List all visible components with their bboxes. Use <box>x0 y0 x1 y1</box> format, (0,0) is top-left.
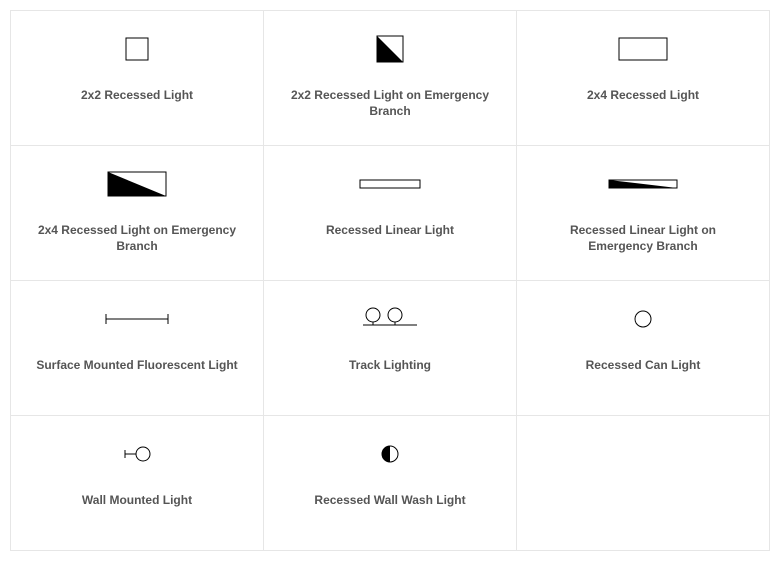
legend-label: Recessed Linear Light <box>326 222 454 238</box>
legend-cell: Track Lighting <box>264 281 517 416</box>
circle-stem-icon <box>121 430 154 478</box>
legend-label: Wall Mounted Light <box>82 492 192 508</box>
legend-label: 2x2 Recessed Light <box>81 87 193 103</box>
rect-2x4-half-diag-icon <box>104 160 170 208</box>
legend-cell: Recessed Linear Light <box>264 146 517 281</box>
rect-2x4-icon <box>615 25 671 73</box>
legend-cell: 2x4 Recessed Light <box>517 11 770 146</box>
legend-cell: Recessed Can Light <box>517 281 770 416</box>
rect-linear-icon <box>356 160 424 208</box>
legend-label: 2x4 Recessed Light on Emergency Branch <box>32 222 242 254</box>
legend-cell: Surface Mounted Fluorescent Light <box>11 281 264 416</box>
square-half-diag-icon <box>373 25 407 73</box>
lighting-legend-grid: 2x2 Recessed Light 2x2 Recessed Light on … <box>10 10 770 551</box>
legend-label: Recessed Linear Light on Emergency Branc… <box>538 222 748 254</box>
legend-cell: Recessed Linear Light on Emergency Branc… <box>517 146 770 281</box>
legend-cell: 2x4 Recessed Light on Emergency Branch <box>11 146 264 281</box>
circle-open-icon <box>631 295 655 343</box>
rect-linear-half-icon <box>605 160 681 208</box>
track-two-circles-icon <box>359 295 421 343</box>
i-beam-line-icon <box>102 295 172 343</box>
legend-cell: 2x2 Recessed Light on Emergency Branch <box>264 11 517 146</box>
square-small-icon <box>122 25 152 73</box>
legend-label: Recessed Can Light <box>586 357 701 373</box>
legend-cell: 2x2 Recessed Light <box>11 11 264 146</box>
legend-label: 2x4 Recessed Light <box>587 87 699 103</box>
legend-label: Surface Mounted Fluorescent Light <box>36 357 237 373</box>
legend-cell: Recessed Wall Wash Light <box>264 416 517 551</box>
circle-half-fill-icon <box>378 430 402 478</box>
legend-label: Track Lighting <box>349 357 431 373</box>
legend-cell <box>517 416 770 551</box>
legend-label: Recessed Wall Wash Light <box>314 492 465 508</box>
legend-cell: Wall Mounted Light <box>11 416 264 551</box>
legend-label: 2x2 Recessed Light on Emergency Branch <box>285 87 495 119</box>
